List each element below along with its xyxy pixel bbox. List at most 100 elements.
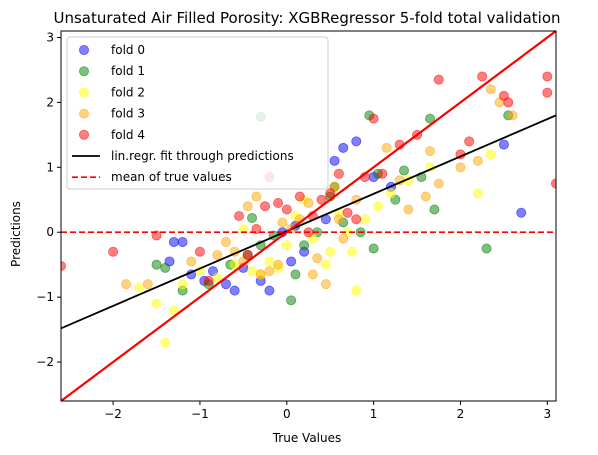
x-tick-label: 3 — [543, 407, 551, 421]
scatter-point-fold-1 — [151, 259, 162, 270]
scatter-point-fold-2 — [472, 188, 483, 199]
legend-marker-fold-1 — [79, 66, 90, 77]
scatter-point-fold-4 — [294, 191, 305, 202]
legend-label: fold 0 — [111, 43, 145, 57]
scatter-point-fold-3 — [273, 259, 284, 270]
scatter-point-fold-3 — [312, 253, 323, 264]
scatter-point-fold-3 — [455, 162, 466, 173]
plot-clipped-group — [61, 31, 556, 401]
scatter-point-fold-3 — [242, 201, 253, 212]
scatter-point-fold-0 — [351, 136, 362, 147]
scatter-point-fold-4 — [542, 71, 553, 82]
legend-label: fold 1 — [111, 64, 145, 78]
scatter-point-fold-3 — [307, 269, 318, 280]
chart-title: Unsaturated Air Filled Porosity: XGBRegr… — [53, 9, 560, 27]
legend-marker-fold-2 — [79, 87, 90, 98]
legend-marker-fold-4 — [79, 129, 90, 140]
scatter-point-fold-3 — [142, 279, 153, 290]
scatter-point-fold-3 — [303, 198, 314, 209]
plot-area: −2 −1 0 1 2 3 −2 −1 0 1 2 3 fold 0 fold 1 fold 2 fold 3… — [36, 30, 557, 421]
regression-line — [61, 114, 556, 330]
scatter-point-fold-2 — [264, 256, 275, 267]
y-tick-label: 1 — [46, 160, 54, 174]
scatter-point-fold-0 — [168, 236, 179, 247]
x-tick-label: 2 — [457, 407, 465, 421]
scatter-point-fold-1 — [368, 243, 379, 254]
scatter-point-fold-4 — [333, 168, 344, 179]
scatter-point-fold-2 — [134, 282, 145, 293]
scatter-point-fold-3 — [381, 142, 392, 153]
legend-box — [66, 36, 329, 190]
scatter-point-fold-3 — [485, 84, 496, 95]
scatter-point-fold-1 — [247, 212, 258, 223]
y-tick-label: −2 — [36, 355, 54, 369]
scatter-point-fold-4 — [273, 198, 284, 209]
scatter-point-fold-4 — [464, 136, 475, 147]
scatter-point-fold-0 — [498, 139, 509, 150]
y-axis-label: Predictions — [9, 201, 23, 267]
scatter-point-fold-3 — [186, 256, 197, 267]
scatter-point-fold-3 — [264, 266, 275, 277]
scatter-point-fold-4 — [551, 178, 556, 189]
scatter-point-fold-3 — [220, 236, 231, 247]
scatter-point-fold-2 — [320, 259, 331, 270]
scatter-point-fold-2 — [212, 272, 223, 283]
x-tick-label: −2 — [104, 407, 122, 421]
scatter-point-fold-2 — [247, 266, 258, 277]
scatter-point-fold-3 — [277, 217, 288, 228]
scatter-point-fold-2 — [359, 214, 370, 225]
legend-marker-fold-0 — [79, 45, 90, 56]
scatter-point-fold-0 — [338, 142, 349, 153]
scatter-point-fold-4 — [234, 210, 245, 221]
scatter-point-fold-4 — [342, 207, 353, 218]
scatter-point-fold-4 — [368, 113, 379, 124]
scatter-point-fold-1 — [160, 262, 171, 273]
legend-marker-fold-3 — [79, 108, 90, 119]
scatter-point-fold-3 — [433, 178, 444, 189]
scatter-point-fold-4 — [194, 246, 205, 257]
scatter-point-fold-4 — [108, 246, 119, 257]
scatter-point-fold-3 — [507, 110, 518, 121]
scatter-point-fold-2 — [229, 259, 240, 270]
scatter-point-fold-3 — [403, 204, 414, 215]
identity-line — [61, 31, 556, 401]
scatter-point-fold-1 — [425, 113, 436, 124]
y-tick-label: 3 — [46, 30, 54, 44]
legend-label: fold 4 — [111, 128, 145, 142]
x-tick-label: 0 — [283, 407, 291, 421]
scatter-point-fold-4 — [542, 87, 553, 98]
scatter-point-fold-2 — [160, 337, 171, 348]
scatter-point-fold-1 — [481, 243, 492, 254]
scatter-point-fold-4 — [351, 214, 362, 225]
scatter-point-fold-3 — [425, 146, 436, 157]
y-tick-label: 0 — [46, 225, 54, 239]
scatter-point-fold-3 — [121, 279, 132, 290]
scatter-point-fold-1 — [399, 165, 410, 176]
scatter-point-fold-4 — [377, 168, 388, 179]
legend-label: mean of true values — [111, 170, 232, 184]
scatter-point-fold-3 — [320, 279, 331, 290]
scatter-point-fold-2 — [325, 246, 336, 257]
y-tick-label: 2 — [46, 95, 54, 109]
scatter-point-fold-3 — [338, 233, 349, 244]
legend-label: lin.regr. fit through predictions — [111, 149, 294, 163]
scatter-point-fold-4 — [325, 188, 336, 199]
scatter-point-fold-1 — [299, 240, 310, 251]
scatter-point-fold-4 — [503, 97, 514, 108]
legend-label: fold 2 — [111, 85, 145, 99]
legend: fold 0 fold 1 fold 2 fold 3 fold 4 lin.regr. … — [66, 36, 329, 190]
scatter-point-fold-0 — [516, 207, 527, 218]
scatter-point-fold-2 — [168, 305, 179, 316]
scatter-point-fold-4 — [260, 201, 271, 212]
scatter-point-fold-3 — [212, 249, 223, 260]
scatter-point-fold-2 — [351, 285, 362, 296]
scatter-point-fold-4 — [477, 71, 488, 82]
scatter-point-fold-3 — [472, 155, 483, 166]
legend-label: fold 3 — [111, 107, 145, 121]
scatter-point-fold-2 — [281, 240, 292, 251]
scatter-point-fold-4 — [316, 194, 327, 205]
scatter-point-fold-2 — [372, 201, 383, 212]
scatter-point-fold-0 — [220, 279, 231, 290]
scatter-point-fold-4 — [251, 223, 262, 234]
